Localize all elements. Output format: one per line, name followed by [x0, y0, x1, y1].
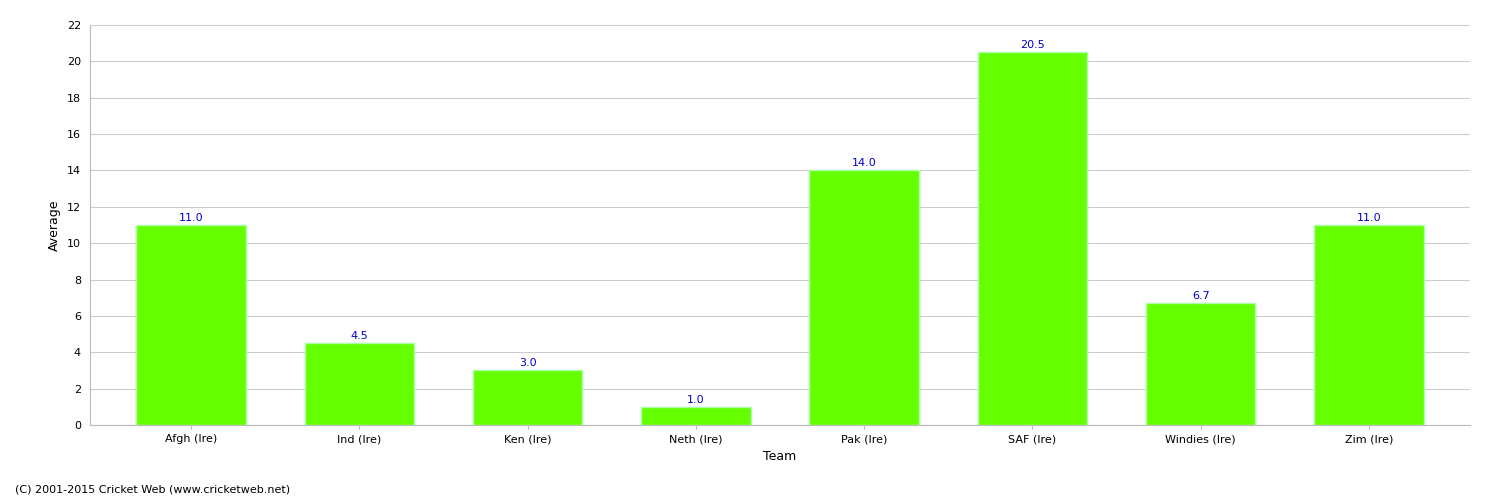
Text: 11.0: 11.0 — [1356, 213, 1382, 223]
Text: 3.0: 3.0 — [519, 358, 537, 368]
X-axis label: Team: Team — [764, 450, 796, 462]
Text: 14.0: 14.0 — [852, 158, 876, 168]
Bar — [136, 225, 246, 425]
Y-axis label: Average: Average — [48, 199, 62, 251]
Bar — [1314, 225, 1424, 425]
Bar — [978, 52, 1088, 425]
Bar — [472, 370, 582, 425]
Text: 11.0: 11.0 — [178, 213, 204, 223]
Text: 4.5: 4.5 — [351, 331, 368, 341]
Text: 20.5: 20.5 — [1020, 40, 1046, 50]
Bar — [640, 407, 750, 425]
Bar — [304, 343, 414, 425]
Bar — [1146, 303, 1256, 425]
Text: (C) 2001-2015 Cricket Web (www.cricketweb.net): (C) 2001-2015 Cricket Web (www.cricketwe… — [15, 485, 290, 495]
Bar — [810, 170, 919, 425]
Text: 1.0: 1.0 — [687, 394, 705, 404]
Text: 6.7: 6.7 — [1192, 291, 1209, 301]
